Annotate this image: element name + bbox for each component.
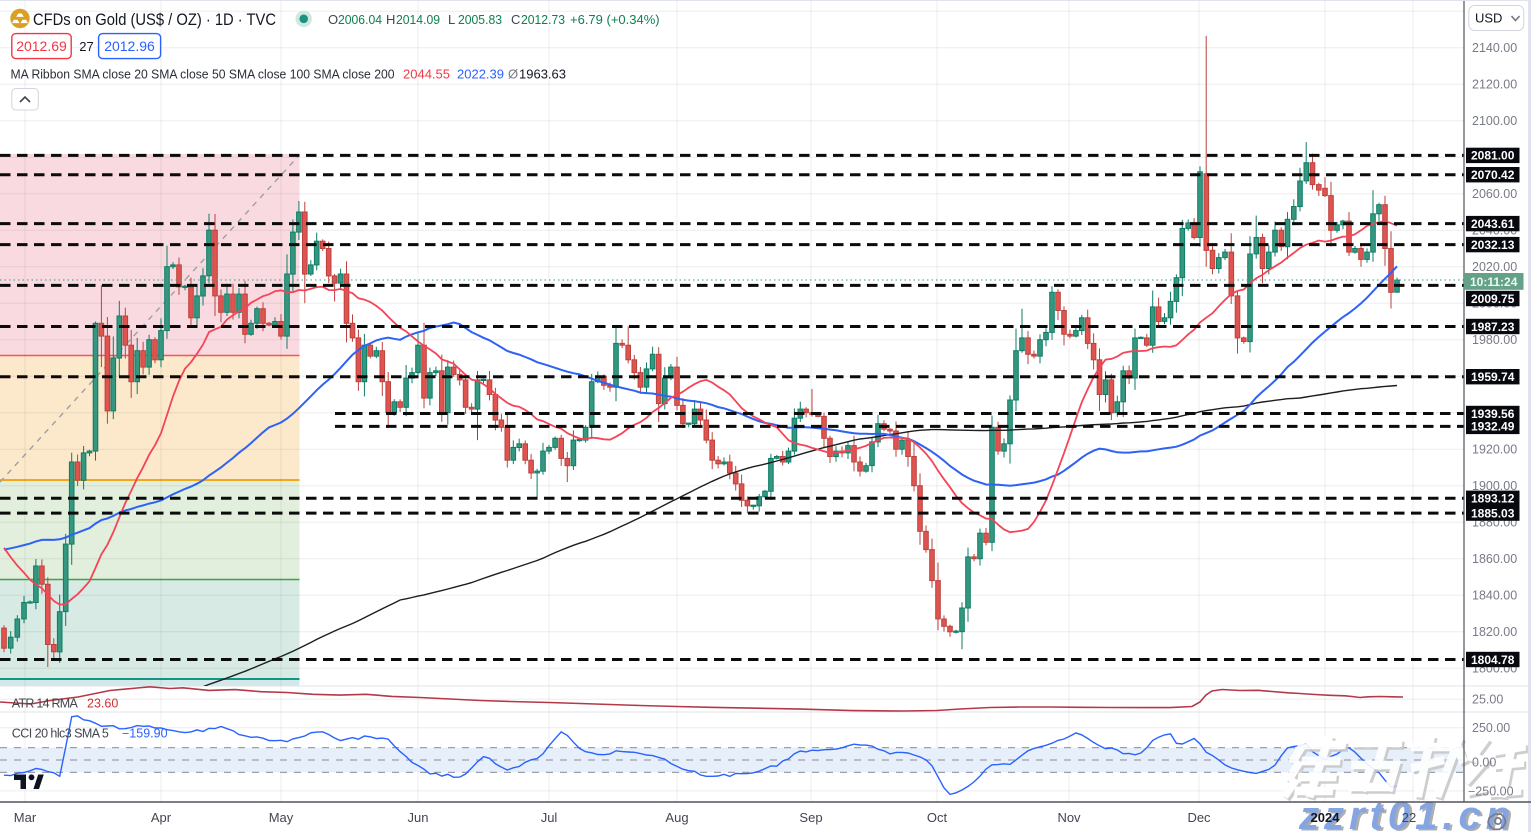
svg-text:Jun: Jun [408, 810, 429, 825]
svg-text:2012.73: 2012.73 [521, 12, 565, 27]
svg-text:25.00: 25.00 [1472, 693, 1503, 707]
svg-text:1820.00: 1820.00 [1472, 625, 1517, 639]
svg-text:2100.00: 2100.00 [1472, 114, 1517, 128]
svg-text:May: May [269, 810, 294, 825]
svg-text:2081.00: 2081.00 [1471, 149, 1515, 163]
svg-text:C: C [511, 12, 520, 27]
svg-text:0.00: 0.00 [1472, 756, 1496, 770]
svg-text:2006.04: 2006.04 [338, 12, 382, 27]
svg-text:−250.00: −250.00 [1468, 784, 1514, 798]
svg-text:Nov: Nov [1057, 810, 1081, 825]
svg-text:Sep: Sep [799, 810, 822, 825]
svg-text:MA Ribbon SMA close 20 SMA clo: MA Ribbon SMA close 20 SMA close 50 SMA … [11, 67, 395, 82]
svg-text:1885.03: 1885.03 [1471, 506, 1515, 520]
svg-text:250.00: 250.00 [1472, 721, 1510, 735]
svg-text:CFDs on Gold (US$ / OZ) · 1D ·: CFDs on Gold (US$ / OZ) · 1D · TVC [33, 10, 276, 29]
svg-text:Oct: Oct [927, 810, 948, 825]
svg-text:2020.00: 2020.00 [1472, 260, 1517, 274]
svg-text:10:11:24: 10:11:24 [1470, 275, 1518, 289]
svg-text:2012.96: 2012.96 [104, 38, 155, 54]
svg-text:CCI 20 hlc3 SMA 5: CCI 20 hlc3 SMA 5 [12, 727, 109, 741]
svg-text:Dec: Dec [1187, 810, 1211, 825]
svg-text:1932.49: 1932.49 [1471, 420, 1515, 434]
svg-text:zzrt01.cn: zzrt01.cn [1298, 794, 1515, 832]
svg-text:Jul: Jul [541, 810, 558, 825]
svg-text:L: L [448, 12, 455, 27]
svg-text:Mar: Mar [14, 810, 37, 825]
svg-text:2060.00: 2060.00 [1472, 187, 1517, 201]
svg-text:ATR 14 RMA: ATR 14 RMA [12, 697, 79, 711]
svg-text:Apr: Apr [151, 810, 172, 825]
svg-text:27: 27 [79, 39, 93, 54]
svg-text:2070.42: 2070.42 [1471, 168, 1515, 182]
svg-text:1959.74: 1959.74 [1471, 370, 1515, 384]
svg-text:O: O [328, 12, 338, 27]
svg-text:2014.09: 2014.09 [396, 12, 440, 27]
svg-text:+6.79 (+0.34%): +6.79 (+0.34%) [570, 12, 660, 27]
svg-text:1920.00: 1920.00 [1472, 443, 1517, 457]
svg-text:USD: USD [1475, 11, 1502, 26]
svg-text:1963.63: 1963.63 [519, 67, 566, 82]
svg-text:1980.00: 1980.00 [1472, 333, 1517, 347]
svg-text:22: 22 [1402, 810, 1416, 825]
svg-text:2022.39: 2022.39 [457, 67, 504, 82]
svg-text:Ø: Ø [508, 67, 518, 82]
svg-text:1987.23: 1987.23 [1471, 320, 1515, 334]
svg-text:1900.00: 1900.00 [1472, 479, 1517, 493]
svg-text:H: H [386, 12, 395, 27]
svg-text:Aug: Aug [665, 810, 688, 825]
svg-text:−159.90: −159.90 [122, 727, 168, 741]
svg-text:2024: 2024 [1311, 810, 1341, 825]
svg-text:2009.75: 2009.75 [1471, 292, 1515, 306]
svg-text:2032.13: 2032.13 [1471, 238, 1515, 252]
svg-text:1893.12: 1893.12 [1471, 492, 1515, 506]
svg-text:2044.55: 2044.55 [403, 67, 450, 82]
svg-text:2005.83: 2005.83 [458, 12, 502, 27]
svg-text:2120.00: 2120.00 [1472, 78, 1517, 92]
svg-text:1939.56: 1939.56 [1471, 407, 1515, 421]
svg-text:1860.00: 1860.00 [1472, 552, 1517, 566]
svg-text:2012.69: 2012.69 [16, 38, 67, 54]
svg-text:2043.61: 2043.61 [1471, 217, 1515, 231]
svg-text:2140.00: 2140.00 [1472, 41, 1517, 55]
svg-text:23.60: 23.60 [87, 697, 118, 711]
svg-text:1804.78: 1804.78 [1471, 653, 1515, 667]
svg-text:1840.00: 1840.00 [1472, 589, 1517, 603]
